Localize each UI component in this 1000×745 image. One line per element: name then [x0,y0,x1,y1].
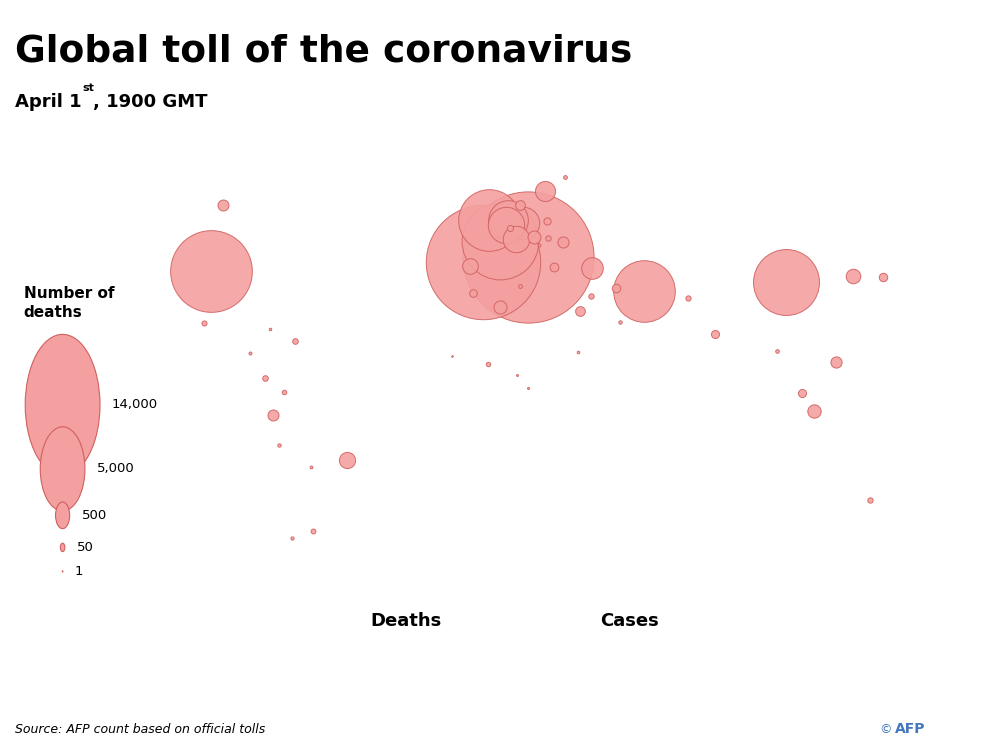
Point [284,532,300,544]
Point [271,439,287,451]
Point [303,461,319,473]
Point [557,171,573,183]
Point [828,356,844,368]
Point [215,200,231,212]
Point [572,305,588,317]
Point [769,345,785,357]
Text: 905,589: 905,589 [679,658,831,691]
Text: AFP: AFP [895,722,926,736]
Text: Cases: Cases [600,612,659,630]
Point [492,301,508,313]
Text: 45,719: 45,719 [423,658,552,691]
Text: April 1: April 1 [15,93,82,111]
Point [276,386,292,398]
Text: 500: 500 [82,509,107,522]
Point [539,215,555,226]
Point [555,236,571,248]
Point [462,260,478,272]
Point [203,265,219,277]
Point [875,271,891,283]
Point [257,372,273,384]
Point [612,316,628,328]
Circle shape [56,502,70,529]
Point [636,285,652,297]
Text: Number of
deaths: Number of deaths [24,286,114,320]
Point [242,347,258,359]
Point [526,230,542,242]
Point [845,270,861,282]
Point [520,382,536,394]
Text: , 1900 GMT: , 1900 GMT [93,93,208,111]
Point [305,525,321,537]
Point [481,215,497,226]
Point [475,256,491,268]
Point [608,282,624,294]
Point [806,405,822,417]
Text: Global toll of the coronavirus: Global toll of the coronavirus [15,34,632,69]
Point [512,199,528,211]
Text: 50: 50 [77,541,94,554]
Point [520,251,536,263]
Point [537,185,553,197]
Point [512,280,528,292]
Point [570,346,586,358]
Text: st: st [82,83,94,93]
Point [531,239,547,251]
Point [778,276,794,288]
Point [465,288,481,299]
Text: 14,000: 14,000 [112,399,158,411]
Point [546,261,562,273]
Point [584,261,600,273]
Point [196,317,212,329]
Point [480,358,496,370]
Text: ©: © [880,723,896,736]
Point [794,387,810,399]
Point [508,233,524,245]
Point [707,328,723,340]
Text: Source: AFP count based on official tolls: Source: AFP count based on official toll… [15,723,265,736]
Point [862,494,878,506]
Circle shape [40,427,85,511]
Point [265,409,281,421]
Point [680,293,696,305]
Text: 1: 1 [75,565,83,578]
Point [509,370,525,381]
Point [444,350,460,362]
Point [583,291,599,302]
Point [498,218,514,230]
Point [500,214,516,226]
Point [540,232,556,244]
Point [287,335,303,346]
Point [515,217,531,229]
Circle shape [25,335,100,475]
Circle shape [60,543,65,551]
Point [492,235,508,247]
Point [262,323,278,335]
Point [502,222,518,234]
Text: Deaths: Deaths [370,612,441,630]
Point [339,454,355,466]
Text: 5,000: 5,000 [97,463,135,475]
